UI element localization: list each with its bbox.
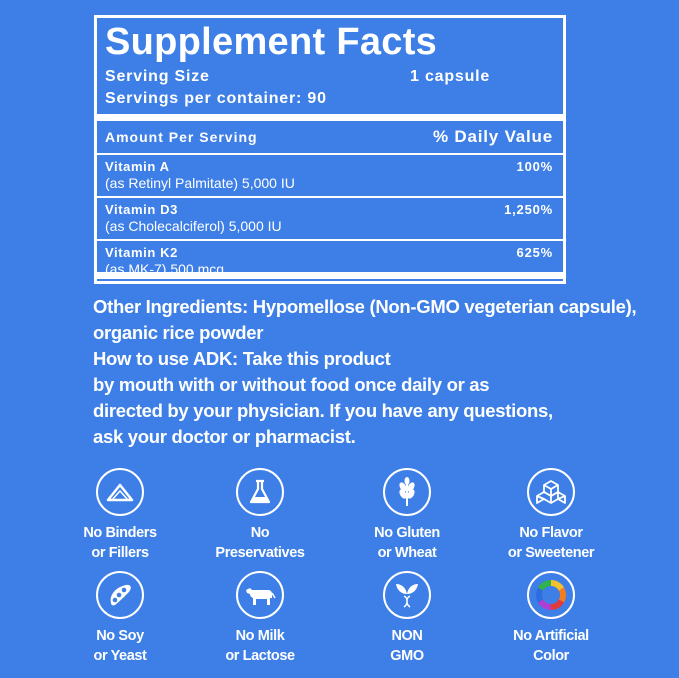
badge-label-line2: or Yeast <box>93 648 147 664</box>
badge-label-line2: GMO <box>390 648 424 664</box>
serving-size-label: Serving Size <box>105 68 210 85</box>
nutrient-detail: (as Retinyl Palmitate) 5,000 IU <box>105 175 295 191</box>
nutrient-dv: 100% <box>516 159 553 174</box>
cow-icon <box>236 571 284 619</box>
sugar-cubes-icon <box>527 468 575 516</box>
badge-no-milk: No Milk or Lactose <box>190 571 330 666</box>
nutrient-row: Vitamin D3 (as Cholecalciferol) 5,000 IU… <box>97 198 563 241</box>
badge-no-gluten: No Gluten or Wheat <box>337 468 477 563</box>
badge-label-line1: NON <box>391 628 423 644</box>
badge-no-preservatives: No Preservatives <box>190 468 330 563</box>
badge-label-line1: No Milk <box>235 628 285 644</box>
badge-label-line2: or Sweetener <box>507 545 595 561</box>
badge-label-line2: Preservatives <box>215 545 305 561</box>
badge-no-binders: No Binders or Fillers <box>50 468 190 563</box>
serving-size-value: 1 capsule <box>410 68 491 85</box>
badge-no-soy: No Soy or Yeast <box>50 571 190 666</box>
badge-no-artificial-color: No Artificial Color <box>481 571 621 666</box>
how-to-use-label: How to use ADK: <box>93 348 238 369</box>
servings-value: 90 <box>307 90 327 107</box>
badge-no-flavor: No Flavor or Sweetener <box>481 468 621 563</box>
divider-thick <box>97 114 563 121</box>
nutrient-row: Vitamin A (as Retinyl Palmitate) 5,000 I… <box>97 155 563 198</box>
ingredients-text: Other Ingredients: Hypomellose (Non-GMO … <box>93 294 673 450</box>
other-ingredients: Other Ingredients: Hypomellose (Non-GMO … <box>93 294 673 346</box>
wheat-icon <box>383 468 431 516</box>
soybean-icon <box>96 571 144 619</box>
badge-label-line2: or Fillers <box>91 545 149 561</box>
serving-size-row: Serving Size 1 capsule <box>105 66 555 88</box>
badge-label-line2: or Wheat <box>377 545 437 561</box>
servings-row: Servings per container: 90 <box>105 88 555 110</box>
flask-icon <box>236 468 284 516</box>
badge-label-line1: No Binders <box>83 525 157 541</box>
divider-bottom <box>97 272 563 279</box>
badge-label-line1: No Gluten <box>374 525 440 541</box>
amount-header: Amount Per Serving <box>105 129 258 145</box>
nutrient-name: Vitamin D3 <box>105 202 178 217</box>
supplement-facts-panel: Supplement Facts Serving Size 1 capsule … <box>94 15 566 284</box>
badge-label-line2: or Lactose <box>225 648 295 664</box>
nutrient-dv: 625% <box>516 245 553 260</box>
amount-header-row: Amount Per Serving % Daily Value <box>97 121 563 155</box>
nutrient-dv: 1,250% <box>504 202 553 217</box>
nutrient-name: Vitamin K2 <box>105 245 178 260</box>
badge-non-gmo: NON GMO <box>337 571 477 666</box>
how-to-use-line: by mouth with or without food once daily… <box>93 374 490 395</box>
badge-label-line1: No Soy <box>96 628 144 644</box>
color-wheel-icon <box>527 571 575 619</box>
other-ingredients-body: Hypomellose (Non-GMO vegeterian capsule)… <box>93 296 637 343</box>
badge-label-line2: Color <box>533 648 569 664</box>
dna-leaf-icon <box>383 571 431 619</box>
nutrient-name: Vitamin A <box>105 159 170 174</box>
nutrient-detail: (as Cholecalciferol) 5,000 IU <box>105 218 282 234</box>
how-to-use-line: ask your doctor or pharmacist. <box>93 426 356 447</box>
badge-label-line1: No <box>250 525 270 541</box>
badge-label-line1: No Flavor <box>519 525 583 541</box>
servings-label: Servings per container: <box>105 90 303 107</box>
how-to-use: How to use ADK: Take this product <box>93 346 673 372</box>
how-to-use-line: directed by your physician. If you have … <box>93 400 553 421</box>
daily-value-header: % Daily Value <box>432 127 553 146</box>
pile-icon <box>96 468 144 516</box>
how-to-use-line: Take this product <box>242 348 391 369</box>
facts-title: Supplement Facts <box>105 21 438 63</box>
other-ingredients-label: Other Ingredients: <box>93 296 248 317</box>
badge-label-line1: No Artificial <box>513 628 589 644</box>
